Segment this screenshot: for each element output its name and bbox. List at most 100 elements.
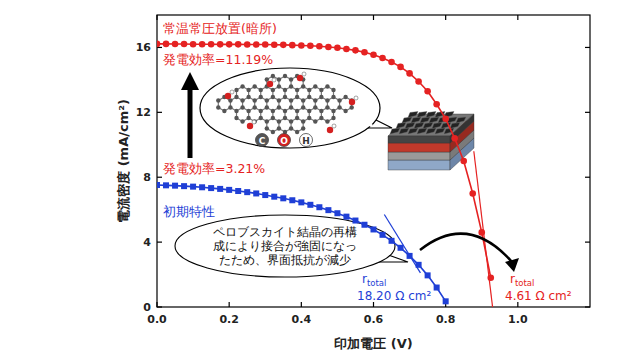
- carbon-atom: [246, 95, 250, 99]
- point: [361, 49, 368, 56]
- point: [352, 218, 358, 224]
- improvement-arrowhead: [181, 72, 199, 90]
- carbon-atom: [271, 130, 275, 134]
- carbon-atom: [301, 105, 305, 109]
- point: [406, 70, 413, 77]
- device-illustration: [388, 112, 474, 171]
- atom-legend-dot: [278, 134, 291, 147]
- carbon-atom: [325, 119, 329, 123]
- callout-text: 成により接合が強固になっ: [213, 239, 357, 253]
- point: [226, 41, 233, 48]
- carbon-atom: [295, 116, 299, 120]
- point: [244, 41, 251, 48]
- point: [316, 43, 323, 50]
- point: [425, 272, 431, 278]
- graphene-flake: [420, 117, 430, 123]
- carbon-atom: [307, 116, 311, 120]
- y-tick-right: [585, 242, 590, 243]
- tangent-line: [384, 215, 420, 273]
- point: [343, 46, 350, 53]
- carbon-atom: [337, 98, 341, 102]
- carbon-atom: [301, 98, 305, 102]
- carbon-atom: [265, 105, 269, 109]
- y-tick-right: [585, 47, 590, 48]
- point: [316, 204, 322, 210]
- carbon-atom: [252, 119, 256, 123]
- callout-text: たため、界面抵抗が減少: [219, 253, 351, 267]
- y-tick-label: 0: [143, 301, 151, 314]
- carbon-atom: [246, 109, 250, 113]
- x-tick-top: [229, 15, 230, 20]
- carbon-atom: [277, 77, 281, 81]
- carbon-atom: [295, 88, 299, 92]
- point: [253, 190, 259, 196]
- point: [442, 116, 449, 123]
- point: [271, 194, 277, 200]
- carbon-atom: [259, 95, 263, 99]
- y-tick: [157, 242, 162, 243]
- oxygen-atom: [247, 123, 253, 129]
- y-tick-label: 16: [136, 41, 152, 54]
- layer-front: [388, 160, 450, 170]
- carbon-atom: [259, 88, 263, 92]
- resistance-subscript: total: [515, 278, 534, 288]
- callout-bubble: [175, 215, 395, 277]
- point: [352, 47, 359, 54]
- molecule-inset: COH: [200, 68, 392, 148]
- carbon-atom: [289, 77, 293, 81]
- x-tick-top: [156, 15, 157, 20]
- callout-text: ペロブスカイト結晶の再構: [213, 225, 357, 239]
- x-tick-top: [517, 15, 518, 20]
- graphene-flake: [417, 128, 427, 134]
- carbon-atom: [277, 98, 281, 102]
- carbon-atom: [301, 126, 305, 130]
- carbon-atom: [283, 74, 287, 78]
- y-tick-right: [585, 177, 590, 178]
- atom-legend-label: C: [259, 136, 266, 146]
- carbon-atom: [216, 98, 220, 102]
- hydrogen-atom: [332, 124, 336, 128]
- carbon-atom: [283, 116, 287, 120]
- point: [235, 188, 241, 194]
- carbon-atom: [265, 77, 269, 81]
- carbon-atom: [246, 88, 250, 92]
- carbon-atom: [265, 126, 269, 130]
- point: [361, 222, 367, 228]
- y-axis-label: 電流密度 (mA/cm²): [116, 99, 131, 223]
- graphene-flake: [414, 123, 424, 129]
- carbon-atom: [325, 98, 329, 102]
- carbon-atom: [271, 95, 275, 99]
- carbon-atom: [319, 95, 323, 99]
- point: [325, 207, 331, 213]
- point: [370, 51, 377, 58]
- point: [451, 135, 458, 142]
- atom-legend-dot: [256, 134, 269, 147]
- carbon-atom: [319, 109, 323, 113]
- efficiency-label: 発電効率=11.19%: [163, 52, 273, 67]
- point: [199, 41, 206, 48]
- carbon-atom: [289, 105, 293, 109]
- carbon-atom: [277, 126, 281, 130]
- point: [398, 245, 404, 251]
- carbon-atom: [234, 116, 238, 120]
- transition-arrowhead: [505, 258, 519, 272]
- point: [208, 185, 214, 191]
- point: [235, 41, 242, 48]
- carbon-atom: [331, 95, 335, 99]
- carbon-atom: [240, 84, 244, 88]
- carbon-atom: [289, 84, 293, 88]
- point: [460, 158, 467, 165]
- point: [280, 195, 286, 201]
- x-tick-top: [301, 15, 302, 20]
- graphene-flake: [399, 128, 409, 134]
- x-tick: [156, 302, 157, 307]
- point: [181, 41, 188, 48]
- carbon-atom: [295, 109, 299, 113]
- carbon-atom: [222, 109, 226, 113]
- point: [157, 41, 160, 48]
- atom-legend-label: O: [280, 136, 288, 146]
- graphene-flake: [402, 117, 412, 123]
- carbon-atom: [283, 88, 287, 92]
- point: [307, 202, 313, 208]
- x-tick-top: [445, 15, 446, 20]
